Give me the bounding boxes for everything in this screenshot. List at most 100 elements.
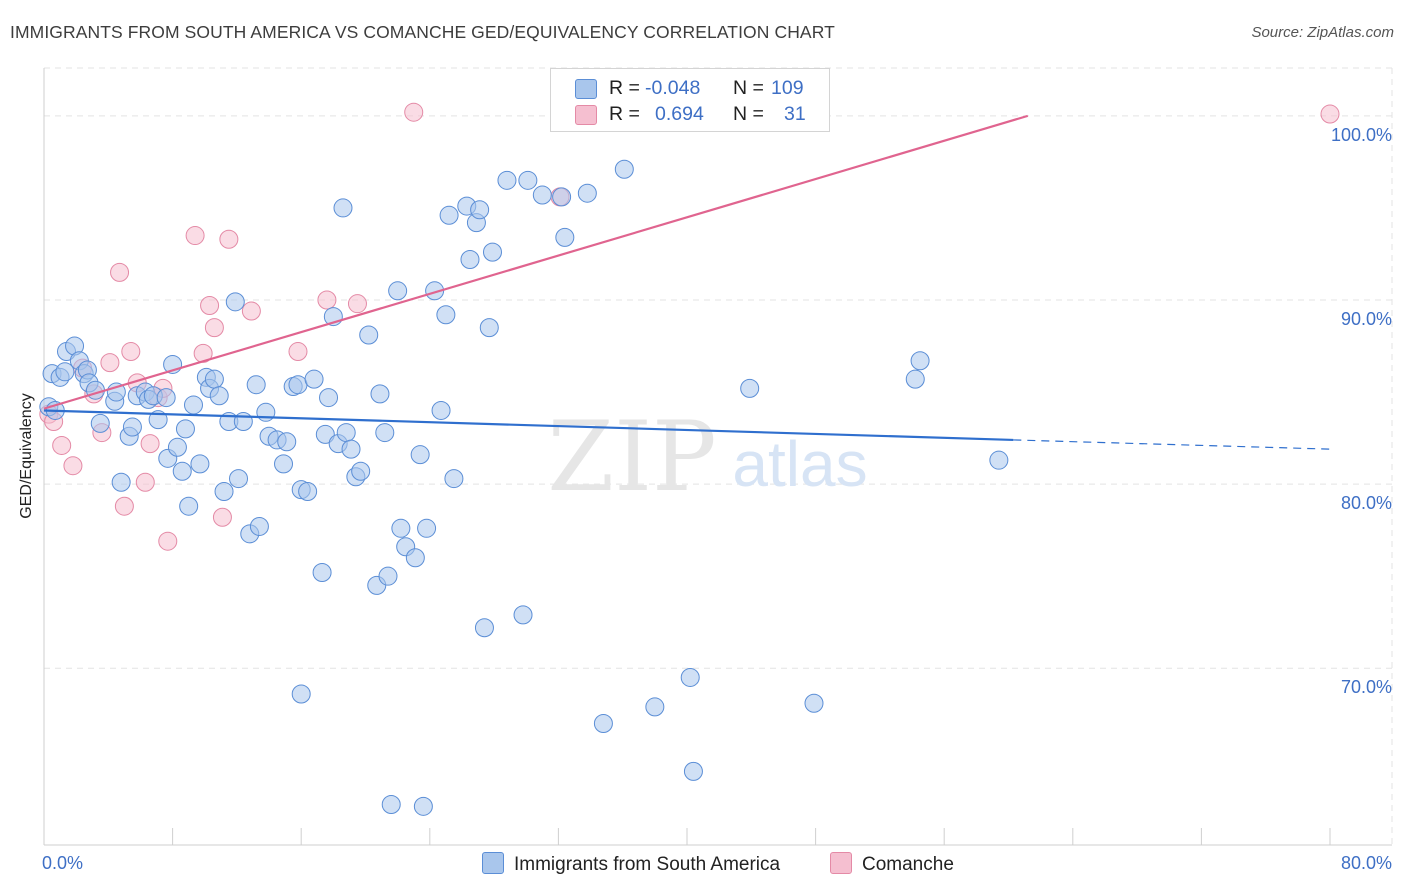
trend-line-pink [43,114,1029,410]
y-tick-label: 90.0% [1341,309,1392,329]
legend-swatch-blue [575,79,597,99]
data-point [444,469,464,489]
data-point [479,318,499,338]
data-point [555,227,575,247]
x-tick-label-min: 0.0% [42,853,83,873]
data-point [370,384,390,404]
data-point [209,386,229,406]
data-point [214,481,234,501]
legend-n-value: 31 [784,103,806,125]
data-point [111,472,131,492]
data-point [413,796,433,816]
data-point [405,548,425,568]
data-point [577,183,597,203]
trend-line-blue [43,409,1014,442]
data-point [336,423,356,443]
data-point [351,461,371,481]
data-point [200,296,220,316]
data-point [233,412,253,432]
data-point [417,518,437,538]
data-point [347,294,367,314]
data-point [241,301,261,321]
data-point [388,281,408,301]
data-point [474,618,494,638]
data-point [55,362,75,382]
data-point [204,369,224,389]
data-point [460,249,480,269]
legend-r-label: R = [609,103,640,125]
correlation-legend: R = -0.048 N = 109 R = 0.694 N = 31 [550,68,830,132]
x-tick-label-max: 80.0% [1341,853,1392,873]
data-point [680,667,700,687]
legend-n-label: N = [733,103,764,125]
data-point [312,562,332,582]
data-point [110,262,130,282]
bottom-legend-label: Comanche [862,854,954,875]
y-axis-title: GED/Equivalency [18,393,35,518]
data-point [140,434,160,454]
data-point [410,445,430,465]
data-point [256,402,276,422]
data-point [683,761,703,781]
data-point [645,697,665,717]
data-point [804,693,824,713]
data-point [910,351,930,371]
data-point [614,159,634,179]
trend-lines [43,114,1331,450]
data-point [319,388,339,408]
legend-swatch-pink [575,105,597,125]
data-point [439,205,459,225]
data-point [518,170,538,190]
x-ticks [43,828,1331,845]
data-point [229,469,249,489]
trend-line-extension [1013,439,1331,450]
data-point [100,353,120,373]
data-point [85,380,105,400]
data-point [378,566,398,586]
watermark: ZIP atlas [547,401,867,513]
data-point [114,496,134,516]
data-point [288,375,308,395]
watermark-zip: ZIP [547,401,716,513]
bottom-legend-south-america[interactable]: Immigrants from South America [482,852,780,876]
data-point [52,435,72,455]
y-tick-label: 100.0% [1331,125,1392,145]
data-point [1320,104,1340,124]
data-point [593,713,613,733]
data-point [304,369,324,389]
data-point [482,242,502,262]
data-point [167,437,187,457]
data-point [359,325,379,345]
bottom-legend-comanche[interactable]: Comanche [830,852,954,876]
data-point [246,375,266,395]
data-point [375,423,395,443]
data-point [212,507,232,527]
bottom-legend-swatch-blue [482,852,504,874]
legend-r-value: 0.694 [655,103,704,125]
data-point [381,794,401,814]
data-point [436,305,456,325]
data-point [497,170,517,190]
data-point [404,102,424,122]
data-point [135,472,155,492]
data-point [391,518,411,538]
bottom-legend-label: Immigrants from South America [514,854,781,875]
data-point [905,369,925,389]
y-tick-label: 70.0% [1341,677,1392,697]
data-point [156,388,176,408]
data-point [274,454,294,474]
data-point [185,226,205,246]
data-point [277,432,297,452]
data-point [225,292,245,312]
data-point [333,198,353,218]
chart-title: IMMIGRANTS FROM SOUTH AMERICA VS COMANCH… [10,22,835,42]
data-point [249,516,269,536]
watermark-atlas: atlas [732,428,867,500]
y-tick-labels: 70.0% 80.0% 90.0% 100.0% [1331,125,1392,697]
data-point [470,200,490,220]
data-point [121,342,141,362]
legend-n-label: N = [733,77,764,99]
data-point [204,318,224,338]
data-point [431,400,451,420]
data-point [148,410,168,430]
